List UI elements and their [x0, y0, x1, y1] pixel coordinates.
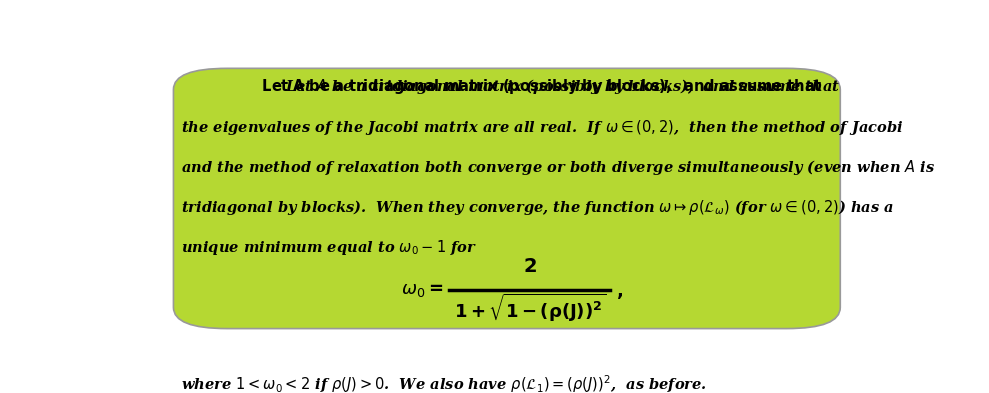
Text: $\mathbf{1 + \sqrt{1 - (\rho(J))^2}}$: $\mathbf{1 + \sqrt{1 - (\rho(J))^2}}$ [454, 292, 606, 324]
Text: $\mathbf{2}$: $\mathbf{2}$ [523, 257, 537, 276]
Text: tridiagonal by blocks).  When they converge, the function $\omega \mapsto \rho(\: tridiagonal by blocks). When they conver… [181, 198, 894, 217]
FancyBboxPatch shape [173, 68, 841, 329]
FancyBboxPatch shape [132, 50, 882, 347]
Text: unique minimum equal to $\omega_0 - 1$ for: unique minimum equal to $\omega_0 - 1$ f… [181, 239, 477, 257]
Text: $\mathit{\mathbf{\ \ \ \ \ \ \ \ \ \ \ \ \ \ \ \ \ Let\ A\ be\ a\ tridiagonal\ m: $\mathit{\mathbf{\ \ \ \ \ \ \ \ \ \ \ \… [181, 77, 823, 96]
Text: where $1 < \omega_0 < 2$ if $\rho(J) > 0$.  We also have $\rho(\mathcal{L}_1) = : where $1 < \omega_0 < 2$ if $\rho(J) > 0… [181, 373, 707, 393]
Text: $\boldsymbol{\omega_0 =}$: $\boldsymbol{\omega_0 =}$ [401, 281, 443, 299]
Text: and the method of relaxation both converge or both diverge simultaneously (even : and the method of relaxation both conver… [181, 158, 936, 177]
Text: $\mathbf{,}$: $\mathbf{,}$ [616, 283, 623, 301]
Text: the eigenvalues of the Jacobi matrix are all real.  If $\omega \in (0,2)$,  then: the eigenvalues of the Jacobi matrix are… [181, 118, 903, 137]
Text: Let $A$ be a tridiagonal matrix (possibly by blocks),  and assume that: Let $A$ be a tridiagonal matrix (possibl… [285, 77, 841, 96]
